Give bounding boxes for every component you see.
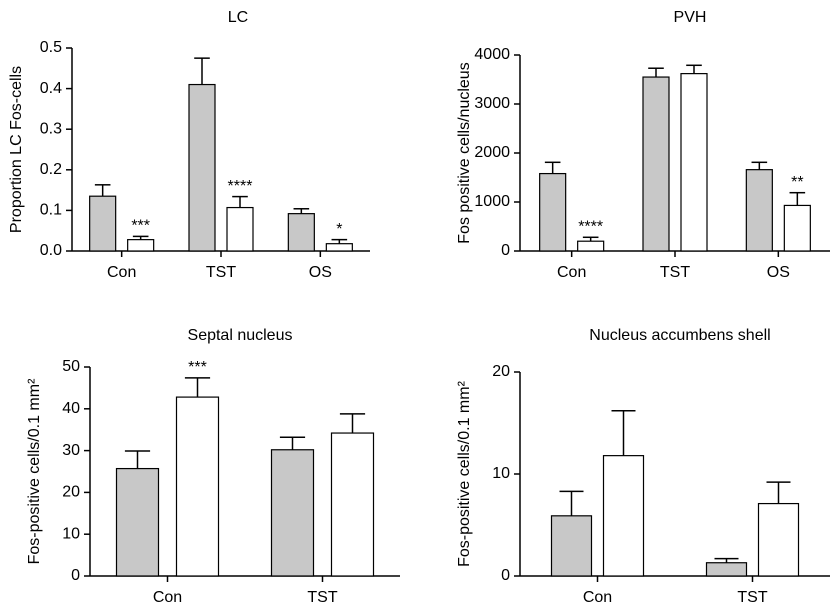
x-tick-label: Con: [107, 264, 136, 281]
x-tick-label: OS: [767, 264, 790, 281]
y-tick-label: 50: [62, 358, 80, 375]
bar: [127, 239, 155, 252]
x-tick-label: OS: [309, 264, 332, 281]
x-tick-label: TST: [206, 264, 236, 281]
x-tick-label: Con: [557, 264, 586, 281]
bar: [550, 515, 593, 577]
significance-label: ****: [578, 218, 603, 235]
bar: [330, 432, 375, 577]
bar: [745, 169, 773, 252]
y-tick-label: 0.3: [40, 120, 62, 137]
bar: [680, 73, 708, 252]
bar: [175, 396, 220, 577]
x-tick-label: TST: [307, 589, 337, 606]
x-tick-label: Con: [153, 589, 182, 606]
y-axis-label: Fos-positive cells/0.1 mm²: [456, 380, 473, 566]
bar: [226, 206, 254, 252]
bar: [89, 195, 117, 252]
x-tick-label: TST: [737, 589, 767, 606]
y-axis-label: Proportion LC Fos-cells: [8, 66, 25, 233]
bar: [783, 204, 811, 252]
significance-label: *: [336, 221, 342, 238]
y-axis-label: Fos positive cells/nucleus: [456, 62, 473, 243]
bar: [757, 502, 800, 577]
chart-title: Nucleus accumbens shell: [589, 327, 770, 344]
y-tick-label: 0: [71, 567, 80, 584]
y-tick-label: 0: [501, 567, 510, 584]
y-tick-label: 30: [62, 442, 80, 459]
y-tick-label: 10: [62, 525, 80, 542]
bar: [539, 172, 567, 252]
significance-label: ****: [228, 178, 253, 195]
bar: [188, 83, 216, 252]
bar: [602, 455, 645, 577]
y-tick-label: 0.1: [40, 202, 62, 219]
bar: [325, 243, 353, 252]
y-axis-label: Fos-positive cells/0.1 mm²: [26, 378, 43, 564]
x-tick-label: Con: [583, 589, 612, 606]
y-tick-label: 0.4: [40, 80, 62, 97]
chart-title: PVH: [674, 9, 707, 26]
x-tick-label: TST: [660, 264, 690, 281]
y-tick-label: 40: [62, 400, 80, 417]
bar: [577, 240, 605, 252]
y-tick-label: 10: [492, 465, 510, 482]
y-tick-label: 1000: [474, 193, 510, 210]
y-tick-label: 0.5: [40, 39, 62, 56]
bar: [642, 76, 670, 252]
y-tick-label: 2000: [474, 144, 510, 161]
bar: [287, 213, 315, 252]
chart-title: LC: [228, 9, 248, 26]
significance-label: ***: [131, 218, 150, 235]
y-tick-label: 0.0: [40, 242, 62, 259]
y-tick-label: 0: [501, 242, 510, 259]
bar: [270, 449, 315, 577]
y-tick-label: 3000: [474, 95, 510, 112]
significance-label: **: [791, 174, 803, 191]
significance-label: ***: [188, 359, 207, 376]
bar: [115, 467, 160, 577]
y-tick-label: 0.2: [40, 161, 62, 178]
y-tick-label: 4000: [474, 46, 510, 63]
y-tick-label: 20: [62, 484, 80, 501]
y-tick-label: 20: [492, 363, 510, 380]
bar: [705, 562, 748, 577]
chart-title: Septal nucleus: [188, 327, 293, 344]
